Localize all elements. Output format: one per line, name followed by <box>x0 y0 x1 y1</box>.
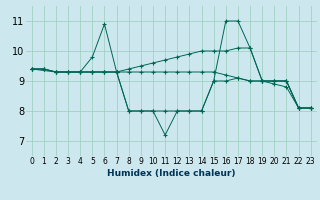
X-axis label: Humidex (Indice chaleur): Humidex (Indice chaleur) <box>107 169 236 178</box>
